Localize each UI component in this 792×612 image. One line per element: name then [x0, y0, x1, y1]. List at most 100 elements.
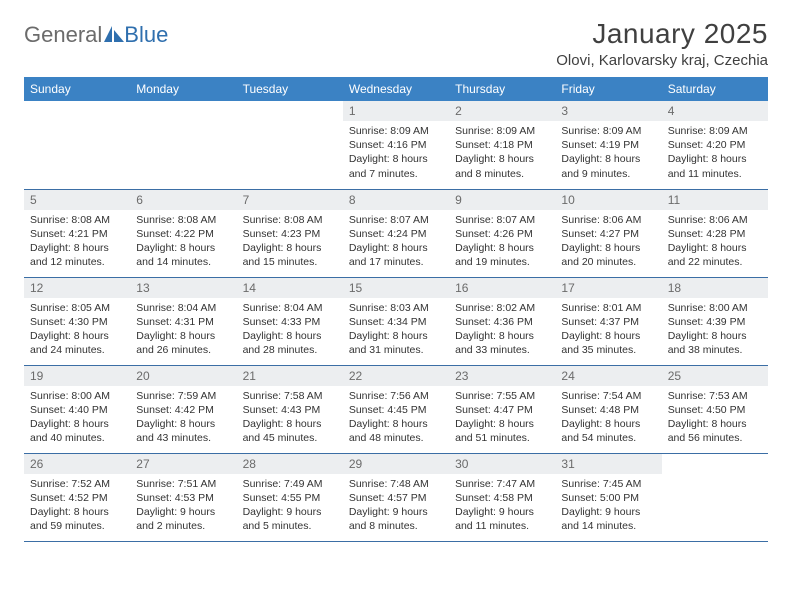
day-data: Sunrise: 8:08 AMSunset: 4:21 PMDaylight:… [24, 210, 130, 274]
day-data: Sunrise: 7:55 AMSunset: 4:47 PMDaylight:… [449, 386, 555, 450]
day-data: Sunrise: 8:03 AMSunset: 4:34 PMDaylight:… [343, 298, 449, 362]
day-data: Sunrise: 8:01 AMSunset: 4:37 PMDaylight:… [555, 298, 661, 362]
day-data: Sunrise: 8:07 AMSunset: 4:26 PMDaylight:… [449, 210, 555, 274]
day-header: Friday [555, 77, 661, 101]
day-data: Sunrise: 8:04 AMSunset: 4:31 PMDaylight:… [130, 298, 236, 362]
day-number: 20 [130, 366, 236, 386]
day-header: Wednesday [343, 77, 449, 101]
day-data: Sunrise: 7:49 AMSunset: 4:55 PMDaylight:… [237, 474, 343, 538]
day-data: Sunrise: 7:45 AMSunset: 5:00 PMDaylight:… [555, 474, 661, 538]
day-number: 10 [555, 190, 661, 210]
day-number: 21 [237, 366, 343, 386]
day-number: 27 [130, 454, 236, 474]
calendar-cell: 8Sunrise: 8:07 AMSunset: 4:24 PMDaylight… [343, 189, 449, 277]
calendar-cell: 11Sunrise: 8:06 AMSunset: 4:28 PMDayligh… [662, 189, 768, 277]
brand-word1: General [24, 22, 102, 48]
day-header: Saturday [662, 77, 768, 101]
day-number: 16 [449, 278, 555, 298]
day-data: Sunrise: 8:00 AMSunset: 4:39 PMDaylight:… [662, 298, 768, 362]
day-data: Sunrise: 7:52 AMSunset: 4:52 PMDaylight:… [24, 474, 130, 538]
day-number: 25 [662, 366, 768, 386]
calendar-cell: 31Sunrise: 7:45 AMSunset: 5:00 PMDayligh… [555, 453, 661, 541]
calendar-cell: 18Sunrise: 8:00 AMSunset: 4:39 PMDayligh… [662, 277, 768, 365]
day-number: 18 [662, 278, 768, 298]
brand-logo: General Blue [24, 22, 168, 48]
calendar-cell: 17Sunrise: 8:01 AMSunset: 4:37 PMDayligh… [555, 277, 661, 365]
day-number: 26 [24, 454, 130, 474]
calendar-table: Sunday Monday Tuesday Wednesday Thursday… [24, 77, 768, 542]
day-data: Sunrise: 7:47 AMSunset: 4:58 PMDaylight:… [449, 474, 555, 538]
day-data: Sunrise: 8:09 AMSunset: 4:20 PMDaylight:… [662, 121, 768, 185]
day-data: Sunrise: 8:06 AMSunset: 4:28 PMDaylight:… [662, 210, 768, 274]
calendar-cell: 29Sunrise: 7:48 AMSunset: 4:57 PMDayligh… [343, 453, 449, 541]
calendar-cell: 10Sunrise: 8:06 AMSunset: 4:27 PMDayligh… [555, 189, 661, 277]
calendar-cell: 16Sunrise: 8:02 AMSunset: 4:36 PMDayligh… [449, 277, 555, 365]
day-data: Sunrise: 8:00 AMSunset: 4:40 PMDaylight:… [24, 386, 130, 450]
day-data: Sunrise: 8:09 AMSunset: 4:19 PMDaylight:… [555, 121, 661, 185]
day-header-row: Sunday Monday Tuesday Wednesday Thursday… [24, 77, 768, 101]
day-number: 1 [343, 101, 449, 121]
day-header: Thursday [449, 77, 555, 101]
day-number: 31 [555, 454, 661, 474]
day-data: Sunrise: 7:48 AMSunset: 4:57 PMDaylight:… [343, 474, 449, 538]
day-number: 3 [555, 101, 661, 121]
calendar-cell: 15Sunrise: 8:03 AMSunset: 4:34 PMDayligh… [343, 277, 449, 365]
day-data: Sunrise: 8:08 AMSunset: 4:23 PMDaylight:… [237, 210, 343, 274]
calendar-cell: 4Sunrise: 8:09 AMSunset: 4:20 PMDaylight… [662, 101, 768, 189]
calendar-cell: 23Sunrise: 7:55 AMSunset: 4:47 PMDayligh… [449, 365, 555, 453]
calendar-cell: 30Sunrise: 7:47 AMSunset: 4:58 PMDayligh… [449, 453, 555, 541]
day-number: 9 [449, 190, 555, 210]
calendar-cell: 7Sunrise: 8:08 AMSunset: 4:23 PMDaylight… [237, 189, 343, 277]
day-data: Sunrise: 8:07 AMSunset: 4:24 PMDaylight:… [343, 210, 449, 274]
calendar-cell: 1Sunrise: 8:09 AMSunset: 4:16 PMDaylight… [343, 101, 449, 189]
day-number: 24 [555, 366, 661, 386]
day-data: Sunrise: 8:05 AMSunset: 4:30 PMDaylight:… [24, 298, 130, 362]
calendar-cell: 9Sunrise: 8:07 AMSunset: 4:26 PMDaylight… [449, 189, 555, 277]
calendar-cell: 21Sunrise: 7:58 AMSunset: 4:43 PMDayligh… [237, 365, 343, 453]
day-number: 7 [237, 190, 343, 210]
calendar-cell: 19Sunrise: 8:00 AMSunset: 4:40 PMDayligh… [24, 365, 130, 453]
day-header: Sunday [24, 77, 130, 101]
calendar-cell: 12Sunrise: 8:05 AMSunset: 4:30 PMDayligh… [24, 277, 130, 365]
day-number: 12 [24, 278, 130, 298]
day-data: Sunrise: 7:59 AMSunset: 4:42 PMDaylight:… [130, 386, 236, 450]
calendar-cell: 27Sunrise: 7:51 AMSunset: 4:53 PMDayligh… [130, 453, 236, 541]
day-number: 11 [662, 190, 768, 210]
day-data: Sunrise: 8:02 AMSunset: 4:36 PMDaylight:… [449, 298, 555, 362]
day-data: Sunrise: 8:09 AMSunset: 4:18 PMDaylight:… [449, 121, 555, 185]
calendar-cell: 3Sunrise: 8:09 AMSunset: 4:19 PMDaylight… [555, 101, 661, 189]
calendar-row: 26Sunrise: 7:52 AMSunset: 4:52 PMDayligh… [24, 453, 768, 541]
calendar-cell: 14Sunrise: 8:04 AMSunset: 4:33 PMDayligh… [237, 277, 343, 365]
day-header: Tuesday [237, 77, 343, 101]
day-number: 15 [343, 278, 449, 298]
calendar-cell [662, 453, 768, 541]
calendar-cell [237, 101, 343, 189]
day-data: Sunrise: 8:08 AMSunset: 4:22 PMDaylight:… [130, 210, 236, 274]
day-header: Monday [130, 77, 236, 101]
day-data: Sunrise: 7:53 AMSunset: 4:50 PMDaylight:… [662, 386, 768, 450]
day-number: 6 [130, 190, 236, 210]
header: General Blue January 2025 Olovi, Karlova… [24, 18, 768, 69]
sail-icon [104, 26, 124, 42]
calendar-cell: 28Sunrise: 7:49 AMSunset: 4:55 PMDayligh… [237, 453, 343, 541]
calendar-row: 12Sunrise: 8:05 AMSunset: 4:30 PMDayligh… [24, 277, 768, 365]
location-subtitle: Olovi, Karlovarsky kraj, Czechia [556, 52, 768, 69]
day-number: 30 [449, 454, 555, 474]
day-data: Sunrise: 7:54 AMSunset: 4:48 PMDaylight:… [555, 386, 661, 450]
day-number: 13 [130, 278, 236, 298]
day-number: 8 [343, 190, 449, 210]
calendar-cell: 20Sunrise: 7:59 AMSunset: 4:42 PMDayligh… [130, 365, 236, 453]
day-data: Sunrise: 8:04 AMSunset: 4:33 PMDaylight:… [237, 298, 343, 362]
calendar-cell: 13Sunrise: 8:04 AMSunset: 4:31 PMDayligh… [130, 277, 236, 365]
day-data: Sunrise: 8:09 AMSunset: 4:16 PMDaylight:… [343, 121, 449, 185]
day-data: Sunrise: 7:58 AMSunset: 4:43 PMDaylight:… [237, 386, 343, 450]
title-block: January 2025 Olovi, Karlovarsky kraj, Cz… [556, 18, 768, 69]
calendar-row: 19Sunrise: 8:00 AMSunset: 4:40 PMDayligh… [24, 365, 768, 453]
calendar-cell: 5Sunrise: 8:08 AMSunset: 4:21 PMDaylight… [24, 189, 130, 277]
day-number: 19 [24, 366, 130, 386]
calendar-cell: 22Sunrise: 7:56 AMSunset: 4:45 PMDayligh… [343, 365, 449, 453]
day-number: 14 [237, 278, 343, 298]
calendar-cell: 24Sunrise: 7:54 AMSunset: 4:48 PMDayligh… [555, 365, 661, 453]
day-data: Sunrise: 8:06 AMSunset: 4:27 PMDaylight:… [555, 210, 661, 274]
calendar-cell: 2Sunrise: 8:09 AMSunset: 4:18 PMDaylight… [449, 101, 555, 189]
